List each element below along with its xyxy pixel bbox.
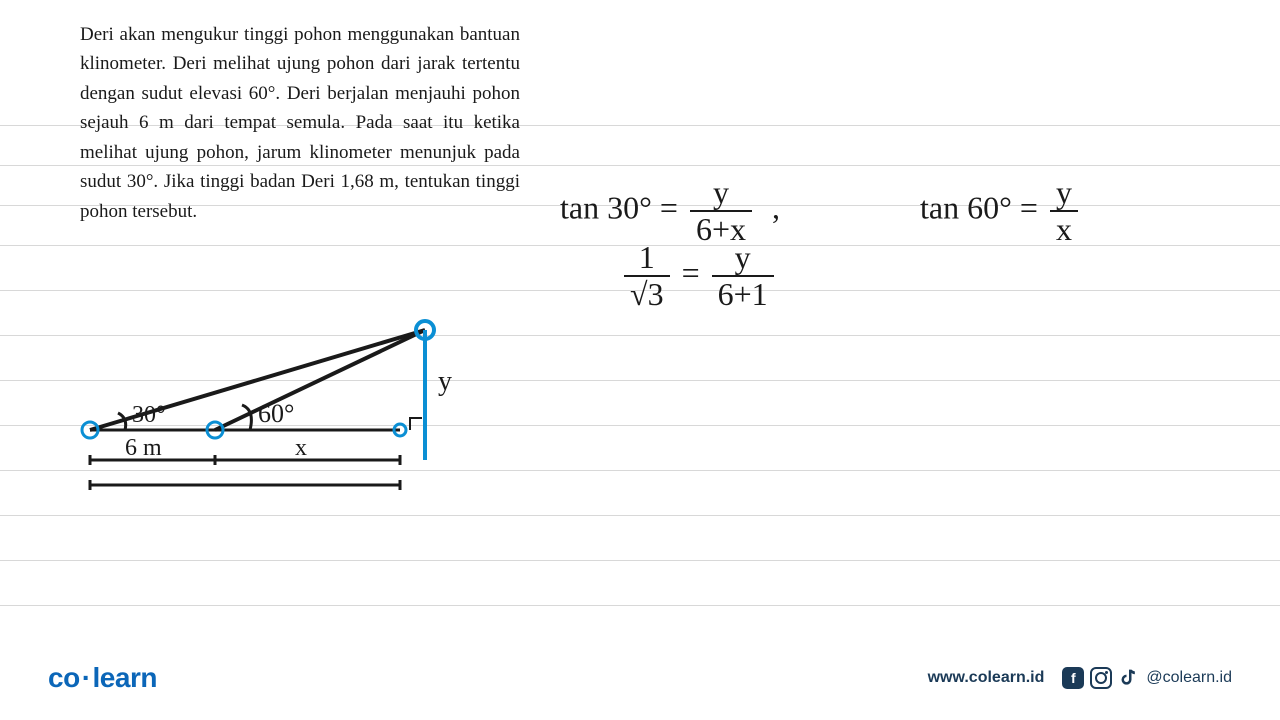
colearn-logo: co·learn (48, 662, 157, 694)
social-icons: f @colearn.id (1062, 667, 1232, 689)
distance-6m-label: 6 m (125, 435, 162, 461)
height-y-label: y (438, 366, 452, 397)
distance-x-label: x (295, 435, 307, 461)
equation-substitution: 1 √3 = y 6+1 (620, 240, 778, 312)
website-url: www.colearn.id (928, 669, 1045, 687)
equation-tan30: tan 30° = y 6+x , (560, 175, 780, 247)
elevation-diagram: 30° 60° 6 m x y (70, 310, 470, 510)
problem-text: Deri akan mengukur tinggi pohon mengguna… (80, 20, 520, 226)
angle-60-label: 60° (258, 399, 294, 428)
equation-tan60: tan 60° = y x (920, 175, 1082, 247)
footer: co·learn www.colearn.id f @colearn.id (0, 658, 1280, 698)
angle-30-label: 30° (132, 402, 166, 428)
social-handle: @colearn.id (1146, 669, 1232, 687)
facebook-icon: f (1062, 667, 1084, 689)
instagram-icon (1090, 667, 1112, 689)
tiktok-icon (1118, 667, 1140, 689)
